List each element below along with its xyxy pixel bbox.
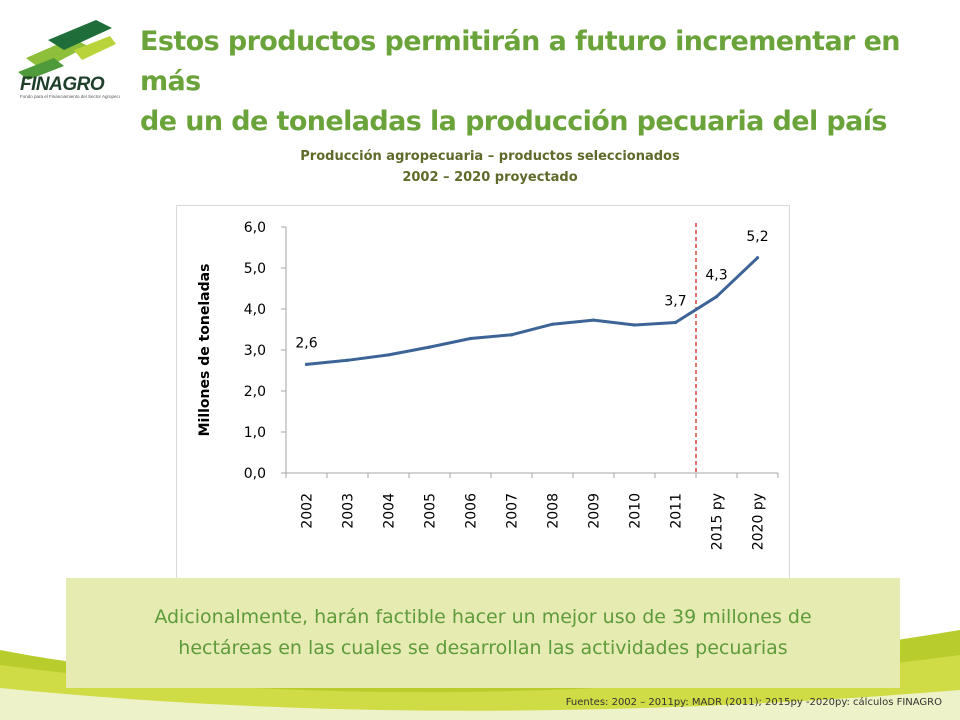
x-tick-label: 2008 [546, 493, 562, 529]
y-tick-label: 1,0 [244, 425, 266, 441]
x-tick-label: 2020 py [751, 493, 767, 550]
x-tick-label: 2009 [587, 493, 603, 529]
data-label: 2,6 [295, 335, 317, 351]
y-tick-label: 5,0 [244, 261, 266, 277]
data-point [591, 318, 596, 322]
page-title-line-2: de un de toneladas la producción pecuari… [140, 106, 888, 137]
page-title: Estos productos permitirán a futuro incr… [140, 22, 950, 142]
y-tick-label: 4,0 [244, 302, 266, 318]
data-point [509, 333, 514, 337]
y-tick-label: 2,0 [244, 384, 266, 400]
finagro-logo [18, 20, 116, 80]
x-tick-label: 2005 [423, 493, 439, 529]
chart-title: Producción agropecuaria – productos sele… [300, 149, 680, 164]
data-point [550, 322, 555, 326]
brand-name: FINAGRO [20, 74, 105, 95]
data-point [468, 336, 473, 341]
x-tick-label: 2004 [382, 493, 398, 529]
y-axis-title: Millones de toneladas [197, 264, 213, 437]
x-tick-label: 2007 [505, 493, 521, 529]
data-point [304, 362, 309, 366]
data-label: 3,7 [664, 294, 686, 310]
data-point [386, 353, 391, 357]
x-tick-label: 2003 [341, 493, 357, 529]
chart-title-block: Producción agropecuaria – productos sele… [200, 146, 780, 188]
brand-tagline: Fondo para el Financiamiento del Sector … [20, 94, 120, 99]
data-point [755, 256, 760, 260]
data-label: 4,3 [705, 268, 727, 284]
data-label: 5,2 [746, 229, 768, 245]
data-point [427, 345, 432, 349]
line-chart: 0,0 1,0 2,0 3,0 4,0 5,0 6,0 2002 2003 2004 2005 200… [197, 220, 779, 550]
data-point [673, 320, 678, 325]
source-note: Fuentes: 2002 – 2011py: MADR (2011); 201… [565, 697, 942, 708]
y-tick-label: 6,0 [244, 220, 266, 236]
chart-subtitle: 2002 – 2020 proyectado [402, 170, 578, 185]
callout-line-2: hectáreas en las cuales se desarrollan l… [178, 637, 788, 659]
x-tick-label: 2011 [669, 493, 685, 529]
chart-frame [176, 205, 790, 579]
x-tick-label: 2002 [300, 493, 316, 529]
x-tick-label: 2010 [628, 493, 644, 529]
callout-box: Adicionalmente, harán factible hacer un … [66, 578, 900, 688]
y-tick-label: 0,0 [244, 466, 266, 482]
y-tick-label: 3,0 [244, 343, 266, 359]
data-point [714, 295, 719, 299]
x-tick-label: 2006 [464, 493, 480, 529]
x-tick-label: 2015 py [710, 493, 726, 550]
data-point [632, 323, 637, 327]
callout-line-1: Adicionalmente, harán factible hacer un … [154, 606, 812, 628]
page-title-line-1: Estos productos permitirán a futuro incr… [140, 26, 901, 97]
series-line [305, 256, 759, 366]
data-point [345, 358, 350, 362]
